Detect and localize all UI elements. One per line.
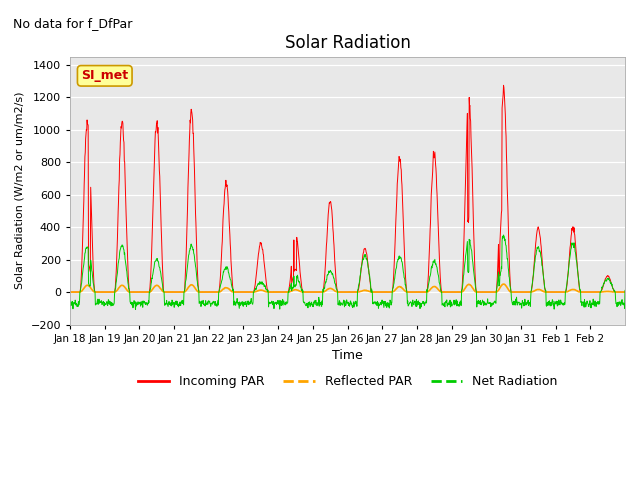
Net Radiation — [479, 297, 486, 303]
Line: Incoming PAR: Incoming PAR — [70, 85, 625, 292]
Incoming PAR — [67, 289, 74, 295]
Net Radiation — [154, 256, 161, 262]
Reflected PAR — [500, 281, 508, 287]
Reflected PAR — [560, 289, 568, 295]
Reflected PAR — [323, 288, 330, 293]
Reflected PAR — [67, 289, 74, 295]
Legend: Incoming PAR, Reflected PAR, Net Radiation: Incoming PAR, Reflected PAR, Net Radiati… — [132, 371, 563, 394]
Net Radiation — [132, 307, 140, 312]
Net Radiation — [614, 300, 622, 306]
Incoming PAR — [478, 289, 486, 295]
Incoming PAR — [333, 286, 340, 291]
Title: Solar Radiation: Solar Radiation — [285, 34, 410, 52]
Reflected PAR — [153, 282, 161, 288]
Line: Reflected PAR: Reflected PAR — [70, 284, 625, 292]
Net Radiation — [67, 298, 74, 304]
X-axis label: Time: Time — [332, 349, 363, 362]
Reflected PAR — [614, 289, 622, 295]
Incoming PAR — [153, 120, 161, 126]
Incoming PAR — [560, 289, 568, 295]
Net Radiation — [621, 288, 629, 293]
Reflected PAR — [478, 289, 486, 295]
Incoming PAR — [323, 242, 330, 248]
Text: No data for f_DfPar: No data for f_DfPar — [13, 17, 132, 30]
Net Radiation — [323, 276, 331, 282]
Incoming PAR — [621, 289, 629, 295]
Incoming PAR — [500, 83, 508, 88]
Y-axis label: Solar Radiation (W/m2 or um/m2/s): Solar Radiation (W/m2 or um/m2/s) — [15, 92, 25, 289]
Reflected PAR — [333, 289, 340, 295]
Net Radiation — [561, 300, 568, 306]
Incoming PAR — [614, 289, 622, 295]
Line: Net Radiation: Net Radiation — [70, 235, 625, 310]
Text: SI_met: SI_met — [81, 69, 128, 82]
Net Radiation — [333, 288, 341, 294]
Net Radiation — [500, 232, 508, 238]
Reflected PAR — [621, 289, 629, 295]
